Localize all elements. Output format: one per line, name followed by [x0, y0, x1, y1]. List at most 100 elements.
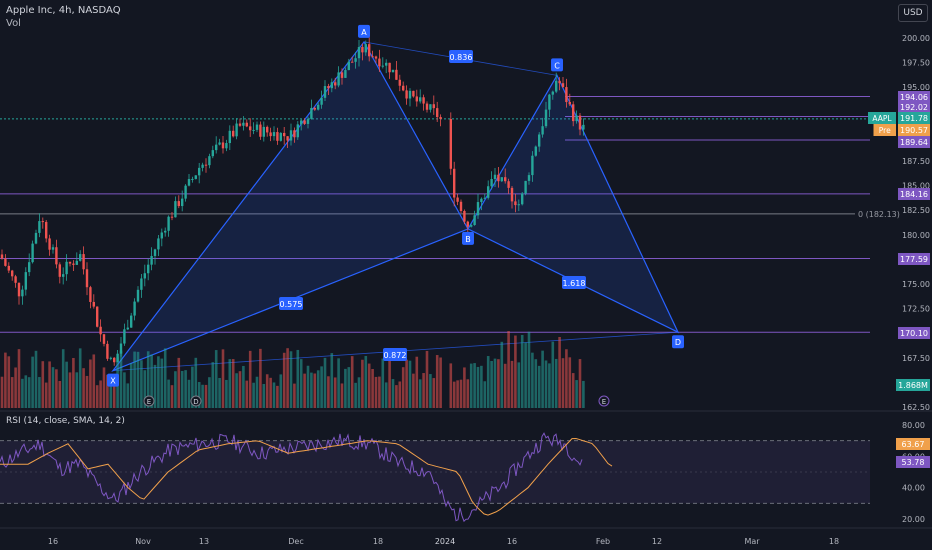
candle-body [436, 108, 439, 118]
volume-bar [259, 348, 262, 408]
volume-bar [85, 375, 89, 408]
candle-body [432, 104, 435, 109]
candle-body [405, 90, 408, 99]
volume-bar [140, 360, 143, 408]
rsi-value-tag [896, 456, 930, 468]
candle-body [517, 204, 520, 206]
candle-body [160, 232, 163, 239]
volume-bar [490, 360, 493, 408]
volume-bar [354, 382, 357, 408]
pattern-point-label: B [465, 235, 471, 244]
price-tag-value: 191.78 [900, 114, 928, 123]
volume-bar [333, 377, 337, 408]
chart-header: Apple Inc, 4h, NASDAQ Vol [6, 4, 121, 30]
event-marker-label: E [602, 398, 606, 406]
candle-body [157, 238, 160, 250]
volume-bar [575, 380, 578, 408]
candle-body [191, 178, 194, 180]
candle-body [153, 249, 157, 256]
volume-bar [571, 373, 575, 408]
candle-body [555, 80, 558, 92]
candle-body [330, 82, 333, 89]
candle-body [395, 69, 398, 80]
price-axis-tick: 182.50 [902, 206, 930, 215]
candle-body [371, 56, 374, 58]
candle-body [82, 254, 85, 270]
volume-bar [493, 358, 497, 408]
candle-body [51, 247, 55, 250]
candle-body [317, 104, 320, 110]
volume-bar [422, 373, 425, 408]
candle-body [575, 115, 578, 122]
volume-bar [340, 383, 344, 408]
candle-body [75, 260, 78, 265]
candle-body [194, 175, 197, 179]
candle-body [582, 124, 585, 130]
price-tag-value: 192.02 [900, 103, 928, 112]
volume-bar [415, 356, 419, 408]
pattern-ratio-label: 0.836 [450, 53, 473, 62]
candle-body [521, 193, 524, 205]
event-marker-label: D [193, 398, 198, 406]
candle-body [276, 132, 279, 141]
rsi-axis-tick: 40.00 [902, 484, 925, 493]
volume-bar [180, 370, 184, 408]
candle-body [0, 254, 4, 259]
candle-body [313, 107, 316, 110]
price-tag [898, 101, 930, 113]
volume-bar [374, 376, 378, 408]
volume-bar [534, 359, 538, 408]
candle-body [38, 221, 41, 233]
candle-body [55, 247, 58, 265]
candle-body [238, 123, 242, 126]
candle-body [126, 327, 129, 330]
candle-body [68, 261, 72, 264]
volume-bar [401, 367, 405, 408]
time-axis-tick: 13 [199, 537, 209, 546]
candle-body [419, 97, 422, 102]
candle-body [541, 126, 544, 135]
volume-bar [21, 378, 24, 408]
volume-bar [187, 379, 191, 408]
candle-body [255, 124, 259, 130]
volume-bar [510, 360, 514, 408]
volume-bar [408, 360, 412, 408]
symbol-title[interactable]: Apple Inc, 4h, NASDAQ [6, 5, 121, 16]
volume-bar [44, 382, 48, 408]
event-marker [143, 395, 155, 407]
volume-bar [48, 361, 51, 408]
volume-bar [201, 384, 204, 408]
candle-body [7, 265, 10, 271]
rsi-label[interactable]: RSI (14, close, SMA, 14, 2) [6, 416, 125, 426]
candle-body [357, 47, 361, 59]
volume-bar [65, 361, 68, 408]
volume-bar [242, 365, 245, 408]
volume-bar [177, 357, 181, 408]
time-axis-tick: Dec [288, 537, 303, 546]
price-axis-tick: 187.50 [902, 157, 930, 166]
volume-bar [357, 377, 361, 408]
volume-bar [136, 351, 140, 408]
candle-body [320, 97, 323, 105]
candle-body [439, 117, 442, 120]
candle-body [65, 261, 68, 275]
volume-bar [102, 367, 106, 408]
rsi-axis-tick: 20.00 [902, 515, 925, 524]
volume-bar [245, 380, 249, 408]
time-axis-tick: Mar [744, 537, 760, 546]
volume-bar [92, 354, 96, 408]
candle-body [565, 87, 568, 103]
candle-body [106, 343, 109, 359]
price-tag-value: 184.16 [900, 190, 928, 199]
pattern-ratio-box [279, 297, 303, 310]
candle-body [534, 146, 537, 156]
price-tag-value: 190.57 [900, 126, 928, 135]
volume-bar [4, 352, 7, 408]
currency-button[interactable]: USD [898, 4, 928, 22]
candle-body [368, 44, 371, 57]
candle-body [510, 187, 514, 202]
time-axis-tick: Nov [135, 537, 151, 546]
pattern-ratio-label: 1.618 [563, 279, 586, 288]
time-axis-tick: 18 [373, 537, 383, 546]
